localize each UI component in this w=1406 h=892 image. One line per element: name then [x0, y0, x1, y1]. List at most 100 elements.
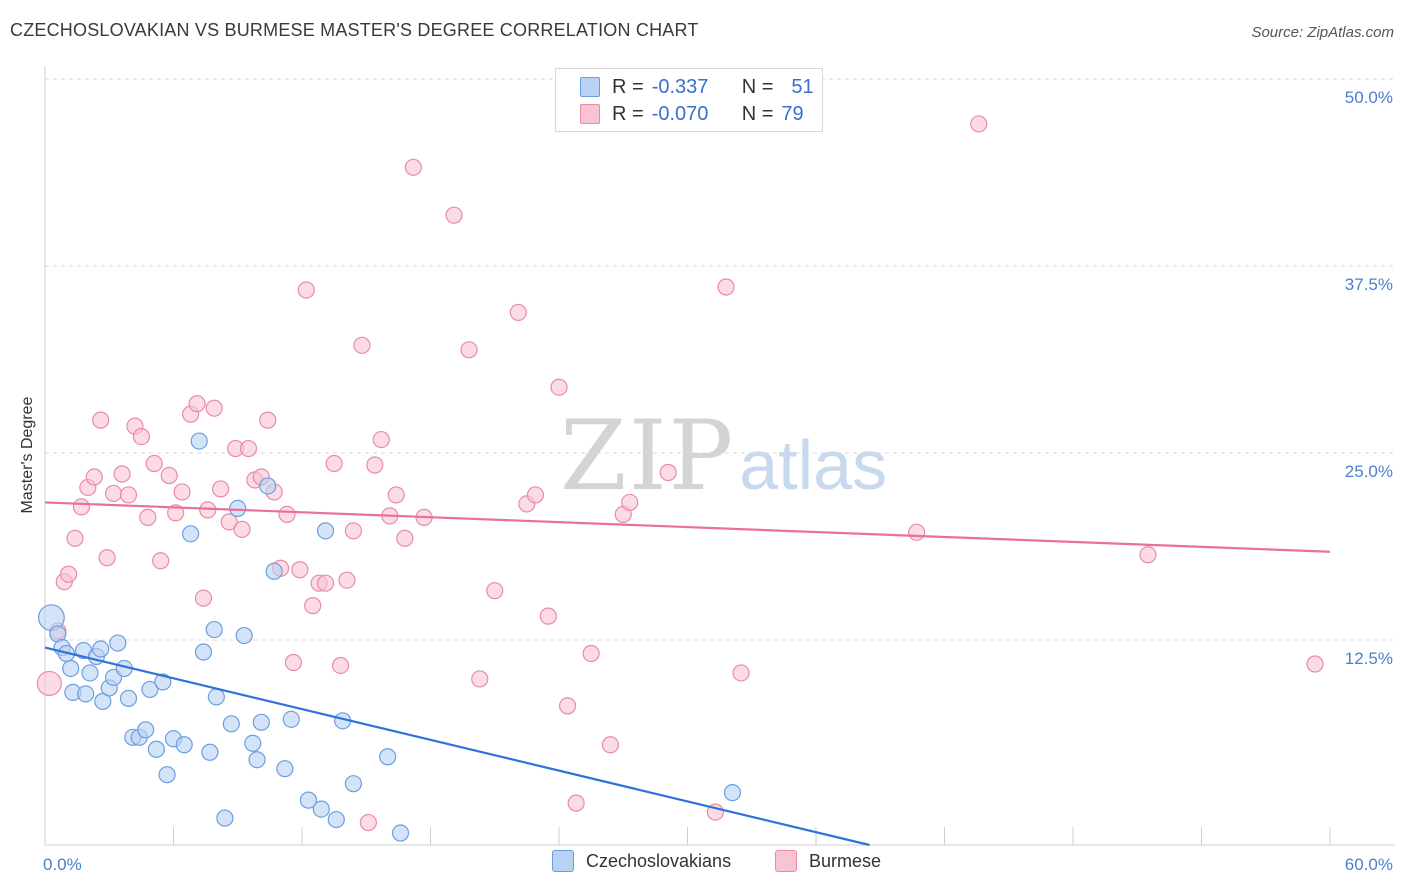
burmese-point	[970, 115, 988, 133]
burmese-point	[908, 523, 926, 541]
burmese-point	[167, 504, 185, 522]
czechoslovakian-point	[194, 643, 213, 661]
burmese-point	[239, 439, 258, 458]
burmese-point	[145, 454, 163, 473]
burmese-point	[460, 341, 478, 359]
burmese-point	[220, 513, 238, 531]
burmese-point	[1306, 655, 1324, 673]
czechoslovakian-point	[62, 659, 80, 678]
burmese-point	[372, 430, 390, 449]
czechoslovakian-point	[147, 740, 165, 758]
czechoslovakian-point	[316, 522, 335, 540]
legend-label: Burmese	[809, 850, 882, 871]
x-tick-label: 60.0%	[1345, 855, 1393, 874]
burmese-point	[325, 454, 343, 473]
czechoslovakian-point	[723, 784, 742, 802]
burmese-point	[359, 813, 377, 832]
watermark-atlas: atlas	[739, 426, 888, 504]
burmese-point	[601, 736, 620, 754]
legend-r-label: R =	[612, 75, 644, 98]
burmese-point	[291, 561, 309, 579]
czechoslovakian-point	[216, 809, 234, 827]
burmese-point	[113, 465, 131, 483]
burmese-point	[331, 656, 350, 675]
czechoslovakian-point	[190, 432, 208, 450]
burmese-point	[104, 484, 123, 503]
watermark-zip: ZIP	[560, 400, 736, 512]
burmese-point	[387, 486, 405, 504]
y-tick-label: 25.0%	[1345, 462, 1393, 481]
burmese-point	[621, 493, 639, 512]
legend-swatch-pink	[775, 850, 797, 872]
burmese-point	[366, 456, 384, 474]
czechoslovakian-point	[119, 689, 138, 707]
czechoslovakian-point	[81, 664, 99, 682]
burmese-point	[160, 466, 178, 485]
burmese-point	[72, 498, 91, 516]
legend-item-czechoslovakians[interactable]: Czechoslovakians	[552, 850, 731, 872]
grid-layer	[45, 78, 1395, 641]
burmese-point	[188, 395, 206, 413]
legend-n-value: 51	[791, 75, 814, 98]
czechoslovakian-point	[141, 680, 159, 699]
y-tick-label: 50.0%	[1345, 88, 1393, 107]
czechoslovakian-point	[282, 710, 300, 728]
x-tick-label: 0.0%	[43, 855, 82, 874]
burmese-point	[304, 597, 322, 615]
burmese-point	[550, 378, 568, 396]
burmese-point	[509, 303, 527, 322]
trend-layer	[44, 501, 1331, 847]
correlation-legend: R = -0.337 N = 51 R = -0.070 N = 79	[555, 68, 823, 132]
burmese-point	[284, 653, 303, 672]
czechoslovakian-point	[252, 713, 270, 731]
burmese-point	[205, 399, 223, 417]
chart-title: CZECHOSLOVAKIAN VS BURMESE MASTER'S DEGR…	[10, 20, 699, 40]
burmese-point	[471, 670, 489, 688]
legend-item-burmese[interactable]: Burmese	[775, 850, 881, 872]
burmese-point	[212, 480, 230, 498]
czechoslovakian-point	[201, 743, 219, 761]
burmese-point	[139, 508, 157, 526]
czechoslovakian-point	[235, 626, 253, 645]
legend-swatch-pink	[580, 104, 600, 124]
czechoslovakian-point	[158, 766, 176, 784]
burmese-point	[732, 664, 750, 682]
y-tick-label: 37.5%	[1345, 275, 1393, 294]
czechoslovakian-point	[327, 810, 345, 829]
czechoslovakian-point	[265, 562, 283, 580]
burmese-point	[567, 794, 585, 812]
czechoslovakian-point	[182, 525, 200, 543]
czechoslovakian-point	[276, 760, 294, 778]
burmese-point	[558, 697, 577, 715]
burmese-point	[36, 670, 62, 697]
burmese-point	[353, 336, 371, 354]
czechoslovakian-point	[109, 634, 127, 652]
burmese-point	[582, 644, 600, 663]
burmese-point	[278, 505, 296, 523]
burmese-point	[119, 486, 138, 504]
burmese-point	[717, 278, 735, 296]
burmese-point	[445, 206, 463, 224]
czechoslovakian-point	[299, 791, 318, 809]
legend-n-label: N =	[741, 75, 774, 98]
points-layer	[36, 115, 1324, 842]
burmese-point	[526, 486, 545, 504]
watermark: ZIPatlas	[560, 400, 887, 512]
burmese-point	[338, 571, 356, 589]
czechoslovakian-point	[92, 640, 110, 658]
burmese-point	[59, 565, 78, 583]
legend-row-burmese: R = -0.070 N = 79	[580, 102, 804, 126]
burmese-point	[1139, 546, 1157, 564]
axis-layer	[44, 66, 1395, 846]
legend-swatch-blue	[552, 850, 574, 872]
y-tick-label: 12.5%	[1345, 649, 1393, 668]
czechoslovakian-point	[154, 673, 172, 691]
burmese-trend-line	[44, 501, 1331, 553]
czechoslovakian-point	[207, 688, 225, 706]
burmese-point	[152, 552, 170, 570]
czechoslovakian-point	[137, 721, 155, 739]
burmese-point	[297, 281, 315, 299]
legend-swatch-blue	[580, 77, 600, 97]
czechoslovakian-point	[244, 734, 262, 752]
